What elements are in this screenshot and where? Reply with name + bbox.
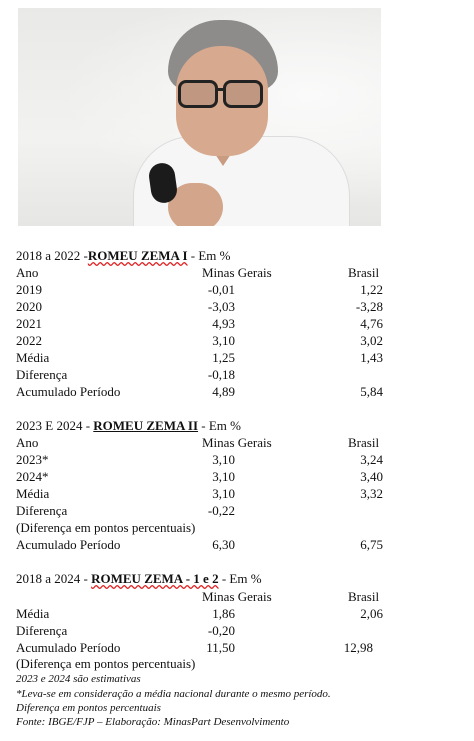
table-cell-br: 6,75	[360, 537, 383, 552]
section1-title-prefix: 2018 a 2022 -	[16, 248, 88, 263]
table-cell-br: 1,22	[360, 282, 383, 297]
photo-hand	[168, 183, 223, 226]
section3-title-prefix: 2018 a 2024 -	[16, 571, 92, 586]
section2-title-name: ROMEU ZEMA II	[93, 418, 199, 433]
glasses-bridge	[215, 88, 225, 91]
photo-face	[176, 46, 268, 156]
table-row-label: 2022	[16, 333, 42, 348]
section2-title-prefix: 2023 E 2024 -	[16, 418, 94, 433]
table-cell-br: 3,24	[360, 452, 383, 467]
section3-col-mg: Minas Gerais	[202, 589, 272, 604]
glasses-left-lens	[178, 80, 218, 108]
table-row-label: Média	[16, 486, 50, 501]
table-row-label: (Diferença em pontos percentuais)	[16, 656, 196, 671]
section2-title-suffix: - Em %	[198, 418, 241, 433]
table-cell-br: 5,84	[360, 384, 383, 399]
section1-col-ano: Ano	[16, 265, 39, 280]
section2-col-ano: Ano	[16, 435, 39, 450]
table-row-label: Diferença	[16, 503, 68, 518]
section1-title-suffix: - Em %	[187, 248, 231, 263]
table-cell-mg: 1,86	[212, 606, 235, 621]
note-source: Fonte: IBGE/FJP – Elaboração: MinasPart …	[16, 716, 290, 728]
table-cell-mg: 3,10	[212, 469, 235, 484]
table-row-label: Média	[16, 350, 50, 365]
table-cell-mg: 11,50	[206, 640, 235, 655]
table-cell-br: -3,28	[355, 299, 383, 314]
note-estimates: 2023 e 2024 são estimativas	[16, 673, 141, 685]
table-row-label: Acumulado Período	[16, 537, 121, 552]
table-cell-mg: 3,10	[212, 486, 235, 501]
table-row-label: Diferença	[16, 623, 68, 638]
table-cell-mg: -0,18	[207, 367, 235, 382]
glasses-right-lens	[223, 80, 263, 108]
table-cell-br: 4,76	[360, 316, 383, 331]
table-cell-mg: -3,03	[207, 299, 235, 314]
section3-col-br: Brasil	[348, 589, 380, 604]
table-row-label: Média	[16, 606, 50, 621]
portrait-photo	[18, 8, 381, 226]
section3-title-suffix: - Em %	[218, 571, 262, 586]
section1-col-mg: Minas Gerais	[202, 265, 272, 280]
section2-col-mg: Minas Gerais	[202, 435, 272, 450]
table-row-label: 2020	[16, 299, 42, 314]
table-row-label: 2021	[16, 316, 42, 331]
table-row-label: Diferença	[16, 367, 68, 382]
table-cell-mg: -0,20	[207, 623, 235, 638]
section1-title-name: ROMEU ZEMA I	[87, 248, 188, 263]
table-cell-mg: 1,25	[212, 350, 235, 365]
table-cell-mg: -0,22	[207, 503, 235, 518]
note-average: *Leva-se em consideração a média naciona…	[16, 688, 331, 700]
table-cell-br: 12,98	[343, 640, 373, 655]
table-cell-mg: 6,30	[212, 537, 235, 552]
table-cell-mg: 3,10	[212, 452, 235, 467]
section2-col-br: Brasil	[348, 435, 380, 450]
table-row-label: Acumulado Período	[16, 640, 121, 655]
table-cell-br: 3,32	[360, 486, 383, 501]
table-cell-mg: 4,89	[212, 384, 235, 399]
table-row-label: 2019	[16, 282, 42, 297]
table-cell-mg: 4,93	[212, 316, 235, 331]
section1-title: 2018 a 2022 -ROMEU ZEMA I - Em %	[16, 248, 231, 264]
note-percent-points: Diferença em pontos percentuais	[16, 702, 161, 714]
section3-title-name: ROMEU ZEMA - 1 e 2	[91, 571, 219, 586]
table-cell-mg: 3,10	[212, 333, 235, 348]
table-row-label: 2024*	[16, 469, 49, 484]
section1-col-br: Brasil	[348, 265, 380, 280]
section2-title: 2023 E 2024 - ROMEU ZEMA II - Em %	[16, 418, 241, 434]
section3-title: 2018 a 2024 - ROMEU ZEMA - 1 e 2 - Em %	[16, 571, 262, 587]
table-row-label: (Diferença em pontos percentuais)	[16, 520, 196, 535]
table-cell-br: 3,40	[360, 469, 383, 484]
table-row-label: 2023*	[16, 452, 49, 467]
table-cell-mg: -0,01	[207, 282, 235, 297]
table-cell-br: 3,02	[360, 333, 383, 348]
table-cell-br: 2,06	[360, 606, 383, 621]
table-row-label: Acumulado Período	[16, 384, 121, 399]
table-cell-br: 1,43	[360, 350, 383, 365]
